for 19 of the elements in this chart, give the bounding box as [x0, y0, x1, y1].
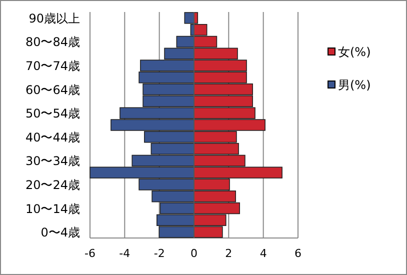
x-tick-label: -2 [154, 247, 165, 260]
legend-label: 女(%) [338, 45, 371, 59]
y-tick-label: 70〜74歳 [25, 59, 80, 74]
y-tick-label: 0〜4歳 [40, 226, 80, 240]
y-tick-label: 40〜44歳 [25, 130, 80, 144]
y-tick-label: 80〜84歳 [25, 35, 80, 50]
x-tick-label: 4 [260, 247, 267, 260]
legend-label: 男(%) [338, 78, 371, 92]
y-tick-label: 90歳以上 [28, 11, 80, 26]
y-tick-label: 10〜14歳 [25, 202, 80, 216]
x-tick-label: 6 [294, 247, 302, 260]
y-tick-label: 50〜54歳 [25, 106, 80, 121]
y-tick-label: 20〜24歳 [25, 178, 80, 192]
x-tick-label: 0 [190, 247, 198, 260]
y-tick-label: 60〜64歳 [25, 82, 80, 97]
y-tick-label: 30〜34歳 [25, 154, 80, 168]
x-tick-label: 2 [225, 247, 232, 260]
x-tick-label: -4 [119, 247, 130, 260]
x-tick-label: -6 [84, 247, 96, 260]
